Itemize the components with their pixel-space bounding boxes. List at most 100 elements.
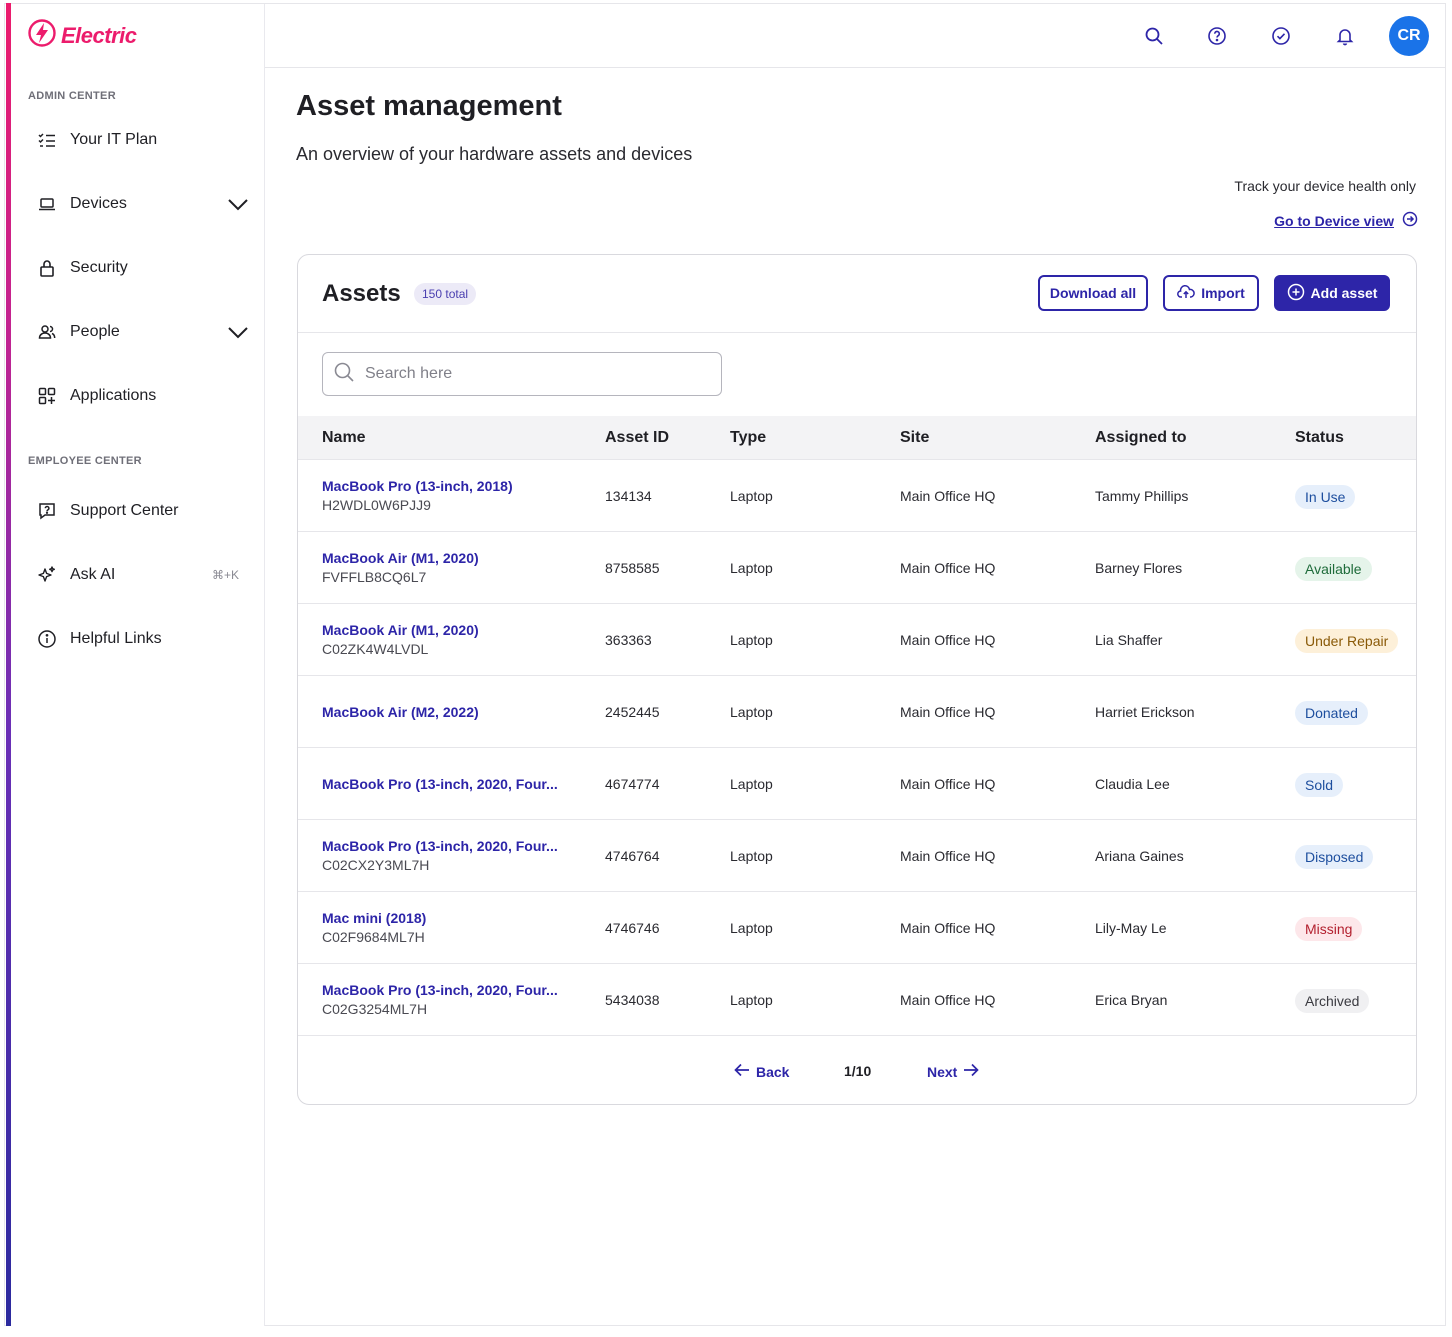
status-badge: In Use (1295, 485, 1356, 509)
asset-name-link[interactable]: MacBook Pro (13-inch, 2018) (322, 478, 513, 494)
asset-name-link[interactable]: MacBook Air (M2, 2022) (322, 704, 479, 720)
table-row[interactable]: MacBook Pro (13-inch, 2020, Four... C02G3… (298, 964, 1416, 1036)
asset-name-link[interactable]: MacBook Air (M1, 2020) (322, 550, 479, 566)
column-header-asset-id[interactable]: Asset ID (605, 429, 670, 446)
table-row[interactable]: MacBook Air (M1, 2020) C02ZK4W4LVDL 363363… (298, 604, 1416, 676)
asset-name-link[interactable]: MacBook Pro (13-inch, 2020, Four... (322, 838, 558, 854)
arrow-right-icon (963, 1063, 980, 1080)
asset-id-cell: 134134 (605, 488, 652, 504)
sidebar-item-label: Helpful Links (70, 630, 162, 647)
bell-icon[interactable] (1333, 24, 1357, 48)
pagination-page-indicator: 1/10 (844, 1063, 872, 1079)
table-row[interactable]: Mac mini (2018) C02F9684ML7H 4746746 Laptop… (298, 892, 1416, 964)
chevron-down-icon[interactable] (227, 194, 249, 219)
sidebar-item-label: Support Center (70, 502, 179, 519)
sidebar-item-label: Ask AI (70, 566, 116, 583)
column-header-assigned-to[interactable]: Assigned to (1095, 429, 1187, 446)
table-row[interactable]: MacBook Air (M1, 2020) FVFFLB8CQ6L7 875858… (298, 532, 1416, 604)
plus-circle-icon (1287, 283, 1305, 304)
sidebar-item-security[interactable]: Security (37, 248, 253, 288)
status-badge: Under Repair (1295, 629, 1399, 653)
asset-serial: FVFFLB8CQ6L7 (322, 569, 427, 585)
arrow-right-circle-icon (1402, 211, 1418, 230)
asset-type-cell: Laptop (730, 776, 773, 792)
go-to-device-view-link[interactable]: Go to Device view (1274, 211, 1418, 230)
column-header-name[interactable]: Name (322, 429, 366, 446)
table-row[interactable]: MacBook Pro (13-inch, 2018) H2WDL0W6PJJ9 1… (298, 460, 1416, 532)
asset-site-cell: Main Office HQ (900, 920, 996, 936)
download-all-button[interactable]: Download all (1038, 275, 1148, 311)
check-circle-icon[interactable] (1269, 24, 1293, 48)
asset-site-cell: Main Office HQ (900, 992, 996, 1008)
laptop-icon (37, 194, 57, 214)
asset-id-cell: 4746764 (605, 848, 660, 864)
column-header-type[interactable]: Type (730, 429, 767, 446)
asset-id-cell: 4674774 (605, 776, 660, 792)
asset-serial: C02G3254ML7H (322, 1001, 428, 1017)
pagination-back-label: Back (756, 1063, 790, 1080)
search-field[interactable] (322, 352, 722, 396)
sidebar-item-label: Your IT Plan (70, 131, 158, 148)
add-asset-button[interactable]: Add asset (1274, 275, 1390, 311)
asset-type-cell: Laptop (730, 992, 773, 1008)
asset-serial: H2WDL0W6PJJ9 (322, 497, 431, 513)
table-row[interactable]: MacBook Pro (13-inch, 2020, Four... 46747… (298, 748, 1416, 820)
lock-icon (37, 258, 57, 278)
device-view-link-label: Go to Device view (1274, 212, 1394, 229)
asset-name-link[interactable]: MacBook Air (M1, 2020) (322, 622, 479, 638)
sidebar-item-helpful-links[interactable]: Helpful Links (37, 619, 253, 659)
brand-logo[interactable]: Electric (27, 18, 137, 53)
asset-name-link[interactable]: MacBook Pro (13-inch, 2020, Four... (322, 982, 558, 998)
asset-site-cell: Main Office HQ (900, 776, 996, 792)
asset-type-cell: Laptop (730, 848, 773, 864)
asset-serial: C02ZK4W4LVDL (322, 641, 429, 657)
column-header-site[interactable]: Site (900, 429, 930, 446)
sidebar-item-people[interactable]: People (37, 312, 253, 352)
asset-site-cell: Main Office HQ (900, 632, 996, 648)
sidebar-item-support-center[interactable]: Support Center (37, 491, 253, 531)
lightning-logo-icon (27, 18, 57, 53)
import-button[interactable]: Import (1163, 275, 1259, 311)
cloud-upload-icon (1177, 284, 1195, 303)
search-icon[interactable] (1142, 24, 1166, 48)
employee-center-label: EMPLOYEE CENTER (28, 455, 142, 467)
asset-site-cell: Main Office HQ (900, 704, 996, 720)
asset-assigned-cell: Ariana Gaines (1095, 848, 1184, 864)
asset-site-cell: Main Office HQ (900, 848, 996, 864)
asset-site-cell: Main Office HQ (900, 488, 996, 504)
page-subtitle: An overview of your hardware assets and … (296, 144, 693, 164)
sidebar-item-your-it-plan[interactable]: Your IT Plan (37, 120, 253, 160)
avatar[interactable]: CR (1389, 16, 1429, 56)
sidebar-item-devices[interactable]: Devices (37, 184, 253, 224)
asset-serial: C02CX2Y3ML7H (322, 857, 430, 873)
asset-name-link[interactable]: Mac mini (2018) (322, 910, 427, 926)
help-chat-icon (37, 501, 57, 521)
sidebar-item-label: Applications (70, 387, 157, 404)
pagination-back-button[interactable]: Back (734, 1063, 789, 1080)
pagination-next-button[interactable]: Next (927, 1063, 980, 1080)
status-badge: Donated (1295, 701, 1368, 725)
add-asset-label: Add asset (1310, 285, 1378, 301)
status-badge: Available (1295, 557, 1372, 581)
sidebar-item-ask-ai[interactable]: Ask AI ⌘+K (37, 555, 253, 595)
assets-count-badge: 150 total (414, 283, 477, 305)
asset-type-cell: Laptop (730, 920, 773, 936)
help-icon[interactable] (1205, 24, 1229, 48)
pagination-next-label: Next (927, 1063, 958, 1080)
column-header-status[interactable]: Status (1295, 429, 1344, 446)
table-row[interactable]: MacBook Air (M2, 2022) 2452445 Laptop Main … (298, 676, 1416, 748)
asset-name-link[interactable]: MacBook Pro (13-inch, 2020, Four... (322, 776, 558, 792)
asset-id-cell: 5434038 (605, 992, 660, 1008)
arrow-left-icon (734, 1063, 750, 1080)
asset-assigned-cell: Tammy Phillips (1095, 488, 1189, 504)
asset-assigned-cell: Claudia Lee (1095, 776, 1170, 792)
sidebar-item-applications[interactable]: Applications (37, 376, 253, 416)
sidebar-item-label: Security (70, 259, 128, 276)
checklist-icon (37, 130, 57, 150)
page-title: Asset management (296, 90, 562, 122)
chevron-down-icon[interactable] (227, 322, 249, 347)
search-input[interactable] (365, 365, 705, 383)
status-badge: Archived (1295, 989, 1370, 1013)
ask-ai-shortcut: ⌘+K (211, 568, 239, 582)
table-row[interactable]: MacBook Pro (13-inch, 2020, Four... C02CX… (298, 820, 1416, 892)
